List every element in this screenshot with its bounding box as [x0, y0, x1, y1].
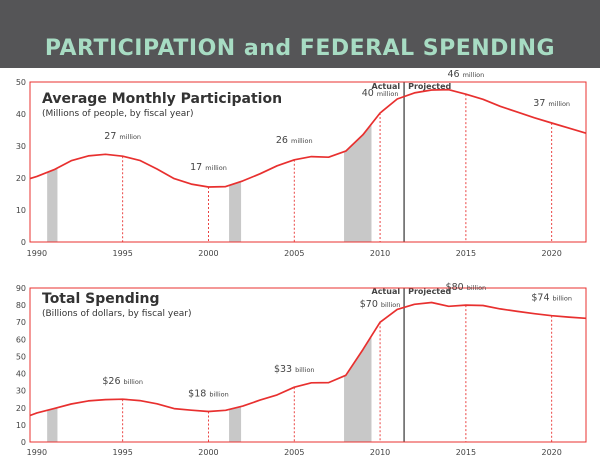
y-tick-label: 30: [16, 387, 26, 396]
x-tick-label: 1990: [27, 249, 47, 258]
projected-label: Projected: [408, 82, 451, 91]
recession-band: [344, 335, 372, 442]
x-tick-label: 2010: [370, 249, 390, 258]
panel-title: Total Spending: [42, 291, 160, 307]
x-tick-label: 2015: [456, 448, 476, 457]
y-tick-label: 40: [16, 370, 26, 379]
x-tick-label: 2015: [456, 249, 476, 258]
data-label: 17 million: [190, 162, 227, 173]
x-tick-label: 2005: [284, 448, 304, 457]
y-tick-label: 30: [16, 142, 26, 151]
chart-panel-1: Actual Projected 0 10 20 30 40 50 1990 1995 2000 20…: [16, 69, 587, 258]
x-tick-label: 1995: [112, 249, 132, 258]
panel-title: Average Monthly Participation: [42, 91, 282, 107]
recession-band: [47, 407, 58, 442]
x-tick-label: 2000: [198, 448, 218, 457]
y-tick-label: 0: [21, 238, 26, 247]
x-tick-label: 1995: [112, 448, 132, 457]
chart-panel-2: Actual Projected 0 10 20 30 40 50 60 70 80 90 1990 19…: [16, 282, 587, 457]
y-tick-label: 10: [16, 206, 26, 215]
recession-band: [229, 181, 242, 242]
series-line: [29, 301, 587, 417]
y-tick-label: 60: [16, 335, 26, 344]
y-tick-label: 20: [16, 174, 26, 183]
data-label: 46 million: [447, 69, 484, 80]
x-tick-label: 2000: [198, 249, 218, 258]
data-label: $18 billion: [188, 389, 229, 400]
panel-subtitle: (Millions of people, by fiscal year): [42, 109, 193, 119]
recession-band: [344, 123, 372, 242]
data-label: $26 billion: [102, 376, 143, 387]
data-label: $74 billion: [531, 293, 572, 304]
plot-frame: [29, 81, 587, 243]
y-tick-label: 0: [21, 438, 26, 447]
y-tick-label: 50: [16, 78, 26, 87]
recession-band: [47, 167, 58, 242]
actual-label: Actual: [372, 287, 401, 296]
projected-label: Projected: [408, 287, 451, 296]
recession-band: [229, 406, 242, 442]
data-label: $80 billion: [446, 282, 487, 293]
data-label: $33 billion: [274, 364, 315, 375]
y-tick-label: 70: [16, 318, 26, 327]
y-tick-label: 20: [16, 404, 26, 413]
panel-subtitle: (Billions of dollars, by fiscal year): [42, 309, 192, 319]
data-label: 27 million: [104, 131, 141, 142]
title-banner: PARTICIPATION and FEDERAL SPENDING: [0, 0, 600, 68]
y-tick-label: 10: [16, 421, 26, 430]
y-tick-label: 90: [16, 284, 26, 293]
data-label: 37 million: [533, 98, 570, 109]
data-label: 40 million: [362, 88, 399, 99]
plot-frame: [29, 287, 587, 443]
series-line: [29, 88, 587, 188]
y-tick-label: 40: [16, 110, 26, 119]
x-tick-label: 2020: [541, 448, 561, 457]
banner-title: PARTICIPATION and FEDERAL SPENDING: [44, 36, 556, 61]
x-tick-label: 2020: [541, 249, 561, 258]
data-label: 26 million: [276, 135, 313, 146]
data-label: $70 billion: [360, 299, 401, 310]
y-tick-label: 50: [16, 352, 26, 361]
x-tick-label: 2005: [284, 249, 304, 258]
x-tick-label: 2010: [370, 448, 390, 457]
x-tick-label: 1990: [27, 448, 47, 457]
actual-label: Actual: [372, 82, 401, 91]
y-tick-label: 80: [16, 301, 26, 310]
